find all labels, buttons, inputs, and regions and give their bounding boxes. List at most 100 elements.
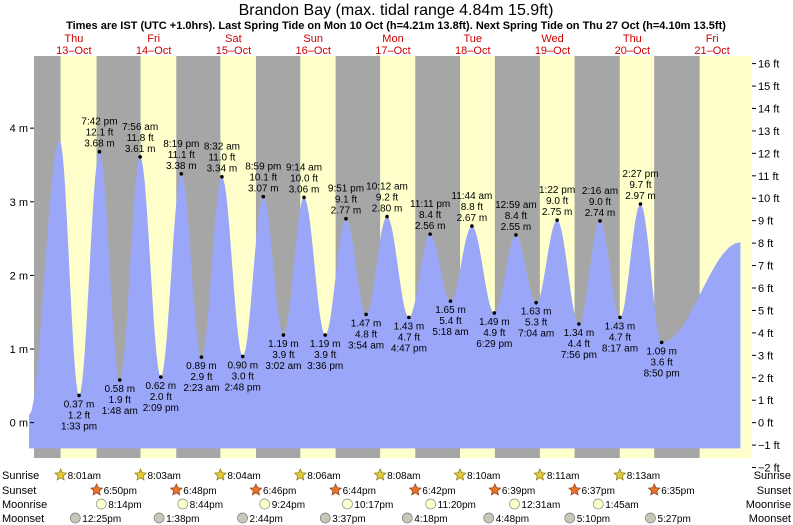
tide-height-m: 2.80 m xyxy=(372,204,403,215)
tide-height-ft: 10.0 ft xyxy=(290,173,318,184)
tide-point xyxy=(240,354,245,359)
tide-time-label: 9:51 pm xyxy=(328,184,364,195)
tide-time-label: 7:56 am xyxy=(122,122,158,133)
tide-height-ft: 5.3 ft xyxy=(525,318,547,329)
sunset-time: 6:48pm xyxy=(183,486,216,497)
tide-height-m: 3.34 m xyxy=(207,164,238,175)
tide-height-ft: 9.0 ft xyxy=(546,196,568,207)
date-label: 16–Oct xyxy=(295,45,330,57)
moonset-icon xyxy=(69,512,81,524)
tide-time-label: 8:17 am xyxy=(602,343,638,354)
tide-height-ft: 11.0 ft xyxy=(208,153,235,164)
day-labels: Thu13–OctFri14–OctSat15–OctSun16–OctMon1… xyxy=(56,33,730,57)
tide-point xyxy=(159,375,163,379)
sunset-time: 6:50pm xyxy=(104,486,137,497)
tick-label-ft: 7 ft xyxy=(758,261,773,273)
sunset-time: 6:37pm xyxy=(582,486,615,497)
tick-label-ft: 2 ft xyxy=(758,373,773,385)
tide-height-m: 2.77 m xyxy=(331,206,362,217)
tide-point xyxy=(598,219,602,223)
tide-time-label: 2:27 pm xyxy=(622,169,658,180)
moonrise-time: 10:17pm xyxy=(354,500,393,511)
sunrise-row-label-left: Sunrise xyxy=(2,470,39,482)
y-axis-meters: 0 m 1 m 2 m 3 m 4 m xyxy=(10,123,34,430)
tide-height-m: 2.56 m xyxy=(415,221,446,232)
tide-time-label: 4:47 pm xyxy=(391,343,427,354)
tick-label-m: 4 m xyxy=(10,123,28,135)
day-label: Thu xyxy=(623,33,642,45)
day-label: Sun xyxy=(303,33,323,45)
tide-point xyxy=(199,355,204,359)
tide-height-ft: 10.1 ft xyxy=(249,173,277,184)
sunset-icon xyxy=(488,483,502,496)
sunset-icon xyxy=(647,483,661,496)
tide-point xyxy=(179,172,184,176)
moonset-icon xyxy=(237,512,248,524)
sunrise-icon xyxy=(533,468,547,481)
tide-time-label: 3:54 am xyxy=(348,340,384,351)
tick-label-ft: 10 ft xyxy=(758,193,779,205)
tide-point xyxy=(492,311,497,315)
tide-height-ft: 3.6 ft xyxy=(651,357,673,368)
tide-time-label: 5:18 am xyxy=(432,327,468,338)
date-label: 17–Oct xyxy=(375,45,410,57)
tide-time-label: 10:12 am xyxy=(366,182,408,193)
date-label: 20–Oct xyxy=(615,45,650,57)
sunset-time: 6:44pm xyxy=(343,486,376,497)
tide-point xyxy=(97,149,102,154)
sunrise-icon xyxy=(133,468,148,481)
tide-height-m: 3.38 m xyxy=(166,161,197,172)
tide-time-label: 7:56 pm xyxy=(561,350,597,361)
sunrise-icon xyxy=(373,468,387,481)
tide-height-ft: 3.0 ft xyxy=(232,371,254,382)
sunrise-time: 8:03am xyxy=(148,471,181,482)
sunrise-time: 8:08am xyxy=(387,471,420,482)
tide-time-label: 8:32 am xyxy=(204,142,240,153)
tide-height-m: 0.90 m xyxy=(227,360,258,371)
moonset-time: 4:18pm xyxy=(414,514,447,525)
tide-height-ft: 11.8 ft xyxy=(127,133,154,144)
moonset-row-label-left: Moonset xyxy=(2,513,44,525)
tide-height-m: 0.62 m xyxy=(146,381,177,392)
tide-height-ft: 3.9 ft xyxy=(272,350,294,361)
day-label: Mon xyxy=(382,33,403,45)
tide-point xyxy=(534,300,538,305)
tick-label-m: 1 m xyxy=(10,344,28,356)
sunset-time: 6:42pm xyxy=(422,486,455,497)
tide-height-ft: 4.8 ft xyxy=(355,329,377,340)
moonset-icon xyxy=(401,512,413,524)
tick-label-ft: 11 ft xyxy=(758,171,779,183)
tide-height-ft: 4.7 ft xyxy=(398,332,420,343)
tide-point xyxy=(385,214,389,219)
tide-height-m: 1.43 m xyxy=(605,321,636,332)
tide-height-m: 1.19 m xyxy=(268,339,299,350)
tide-height-m: 0.89 m xyxy=(186,361,217,372)
tide-point xyxy=(117,378,122,382)
sunrise-row-label-right: Sunrise xyxy=(754,470,791,482)
tick-label-m: 2 m xyxy=(10,270,28,282)
tide-height-ft: 8.4 ft xyxy=(505,211,527,222)
tide-time-label: 8:19 pm xyxy=(163,139,199,150)
tide-time-label: 3:36 pm xyxy=(307,361,343,372)
moonset-time: 3:37pm xyxy=(332,514,365,525)
moonset-icon xyxy=(153,512,165,524)
tide-time-label: 12:59 am xyxy=(495,200,537,211)
tick-label-ft: −2 ft xyxy=(758,463,780,475)
tide-height-ft: 9.1 ft xyxy=(335,195,357,206)
tide-height-m: 0.58 m xyxy=(104,384,135,395)
tide-height-ft: 4.4 ft xyxy=(568,339,590,350)
tide-height-m: 2.75 m xyxy=(542,207,573,218)
tide-time-label: 9:14 am xyxy=(286,162,322,173)
sunrise-time: 8:04am xyxy=(227,471,260,482)
tide-height-ft: 8.8 ft xyxy=(461,202,483,213)
tide-point xyxy=(323,333,327,337)
moonrise-icon xyxy=(95,498,107,510)
sunset-icon xyxy=(568,483,582,496)
tide-time-label: 7:42 pm xyxy=(81,117,117,128)
tide-height-m: 3.61 m xyxy=(125,144,156,155)
sunset-time: 6:39pm xyxy=(502,486,535,497)
moonrise-row-label-right: Moonrise xyxy=(746,499,791,511)
tide-point xyxy=(281,333,286,337)
tide-height-m: 1.34 m xyxy=(564,328,595,339)
